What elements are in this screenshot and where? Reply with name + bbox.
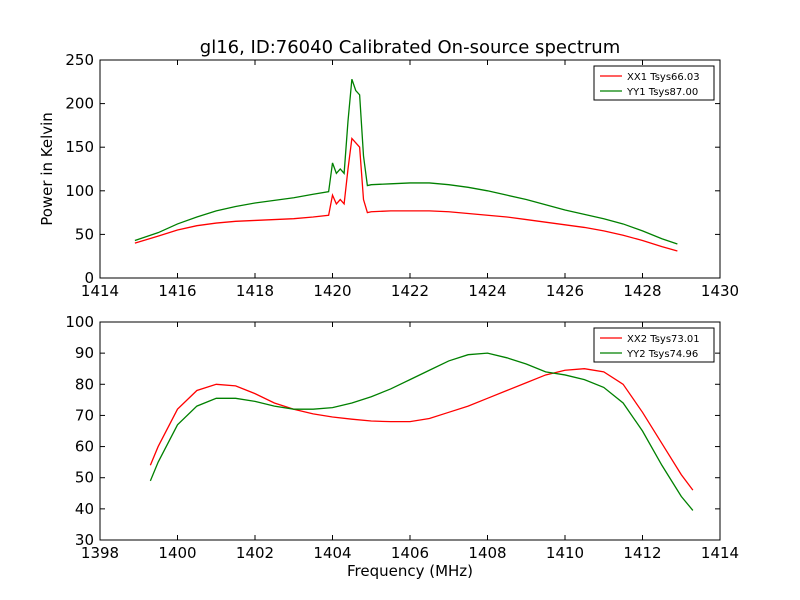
y-tick-label: 90 xyxy=(75,344,94,362)
series-line-xx2 xyxy=(149,368,694,491)
y-tick-label: 40 xyxy=(75,500,94,518)
x-tick-label: 1416 xyxy=(158,282,196,300)
y-tick-label: 50 xyxy=(75,469,94,487)
y-axis-label: Power in Kelvin xyxy=(38,112,56,226)
legend-box xyxy=(593,327,715,363)
x-tick-label: 1422 xyxy=(391,282,429,300)
series-group xyxy=(149,352,694,511)
y-tick-label: 250 xyxy=(65,51,94,69)
legend-entry-label: YY2 Tsys74.96 xyxy=(626,349,698,360)
x-tick-label: 1430 xyxy=(701,282,739,300)
chart-panel-2: 1398 1400 1402 1404 1406 1408 1410 1412 1414 30 40… xyxy=(65,313,739,580)
legend-box xyxy=(593,65,715,101)
x-tick-label: 1414 xyxy=(701,544,739,562)
series-line-yy1 xyxy=(134,78,678,245)
legend-entry-label: XX2 Tsys73.01 xyxy=(627,334,700,345)
legend: XX1 Tsys66.03 YY1 Tsys87.00 xyxy=(593,65,715,101)
x-tick-label: 1406 xyxy=(391,544,429,562)
y-tick-label: 200 xyxy=(65,95,94,113)
x-tick-label: 1414 xyxy=(81,282,119,300)
x-axis-label: Frequency (MHz) xyxy=(347,562,473,580)
series-group xyxy=(134,78,678,252)
y-tick-label: 150 xyxy=(65,138,94,156)
x-tick-label: 1424 xyxy=(468,282,506,300)
x-tick-label: 1404 xyxy=(313,544,351,562)
x-tick-label: 1426 xyxy=(546,282,584,300)
y-tick-label: 60 xyxy=(75,438,94,456)
series-line-yy2 xyxy=(149,352,694,511)
x-tick-label: 1418 xyxy=(236,282,274,300)
legend-entry-label: YY1 Tsys87.00 xyxy=(626,87,698,98)
series-line-xx1 xyxy=(134,136,678,252)
y-tick-label: 100 xyxy=(65,182,94,200)
legend: XX2 Tsys73.01 YY2 Tsys74.96 xyxy=(593,327,715,363)
y-tick-label: 100 xyxy=(65,313,94,331)
x-tick-label: 1400 xyxy=(158,544,196,562)
y-tick-label: 70 xyxy=(75,406,94,424)
x-tick-label: 1402 xyxy=(236,544,274,562)
x-tick-label: 1410 xyxy=(546,544,584,562)
y-tick-label: 80 xyxy=(75,375,94,393)
legend-entry-label: XX1 Tsys66.03 xyxy=(627,72,700,83)
x-tick-label: 1398 xyxy=(81,544,119,562)
x-tick-label: 1412 xyxy=(623,544,661,562)
figure-title: gl16, ID:76040 Calibrated On-source spec… xyxy=(200,37,620,58)
chart-panel-1: 1414 1416 1418 1420 1422 1424 1426 1428 1430 0 50 1… xyxy=(38,51,739,300)
panels: 1414 1416 1418 1420 1422 1424 1426 1428 14300501… xyxy=(38,51,739,580)
y-tick-label: 30 xyxy=(75,531,94,549)
y-tick-label: 50 xyxy=(75,225,94,243)
x-tick-label: 1428 xyxy=(623,282,661,300)
x-tick-label: 1408 xyxy=(468,544,506,562)
x-tick-label: 1420 xyxy=(313,282,351,300)
y-tick-label: 0 xyxy=(84,269,94,287)
